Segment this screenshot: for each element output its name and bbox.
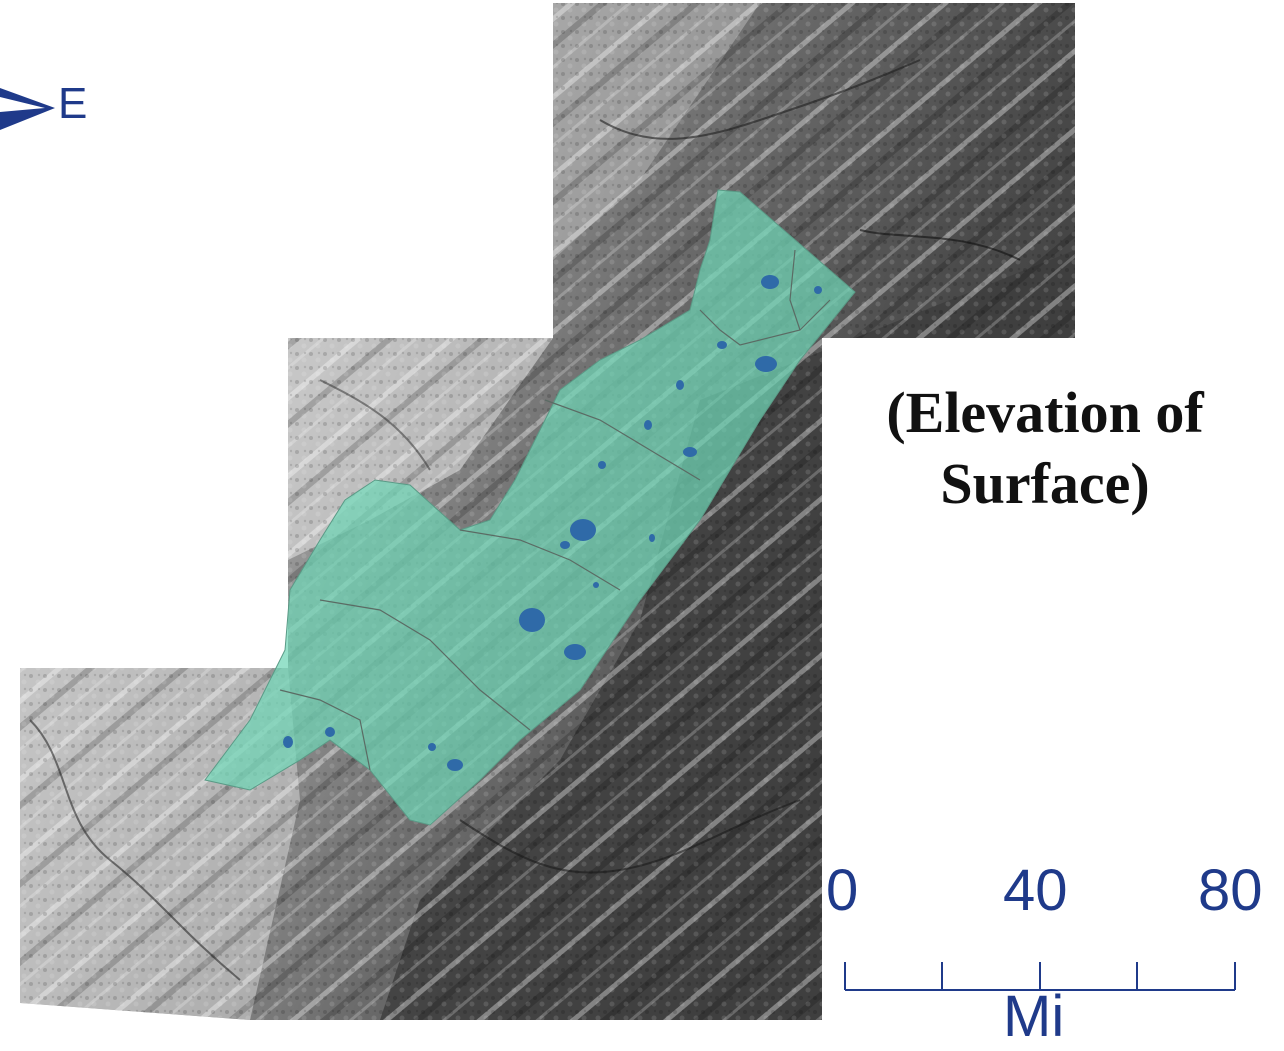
- scale-tick-label-0: 0: [826, 858, 859, 923]
- waterbody: [447, 759, 463, 771]
- waterbody: [598, 461, 606, 469]
- north-arrow-label: E: [58, 79, 88, 128]
- map-title-line2: Surface): [940, 450, 1150, 516]
- scale-tick-label-40: 40: [1003, 858, 1068, 923]
- waterbody: [428, 743, 436, 751]
- waterbody: [644, 420, 652, 430]
- waterbody: [814, 286, 822, 294]
- waterbody: [683, 447, 697, 457]
- waterbody: [593, 582, 599, 588]
- water-bodies: [283, 275, 822, 771]
- waterbody: [717, 341, 727, 349]
- north-arrow-icon: [0, 88, 55, 130]
- waterbody: [519, 608, 545, 632]
- waterbody: [676, 380, 684, 390]
- waterbody: [649, 534, 655, 542]
- scale-unit-label: Mi: [1003, 984, 1065, 1049]
- waterbody: [761, 275, 779, 289]
- scale-bar: [844, 962, 1236, 991]
- waterbody: [755, 356, 777, 372]
- waterbody: [570, 519, 596, 541]
- waterbody: [564, 644, 586, 660]
- map-title-line1: (Elevation of: [886, 380, 1204, 445]
- map-title: (Elevation of Surface): [835, 378, 1255, 520]
- scale-tick-label-80: 80: [1198, 858, 1263, 923]
- waterbody: [325, 727, 335, 737]
- waterbody: [283, 736, 293, 748]
- study-area: [204, 189, 856, 826]
- waterbody: [560, 541, 570, 549]
